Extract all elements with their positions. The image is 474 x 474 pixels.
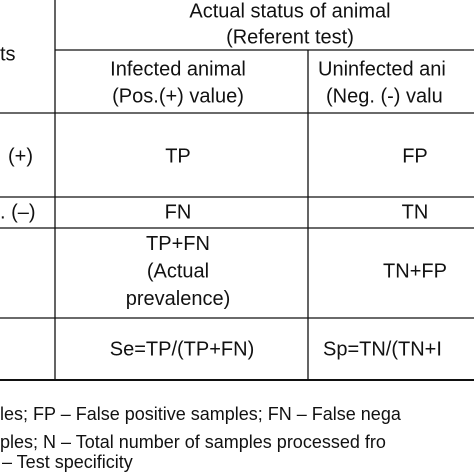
row-label-header: ts [0,43,16,65]
row-label: . (–) [0,201,36,223]
cell-text: TP [165,145,191,167]
cell-text: Sp=TN/(TN+I [323,338,442,360]
footnote: ples; N – Total number of samples proces… [0,432,386,452]
group-title: (Referent test) [226,26,354,48]
cell-text: TN [402,201,429,223]
cell-text: prevalence) [126,288,231,310]
column-header: (Neg. (-) valu [326,85,443,107]
cell-text: TN+FP [383,260,447,282]
column-header: Infected animal [110,58,246,80]
cell-text: (Actual [147,260,209,282]
cell-text: FP [402,145,428,167]
footnote: les; FP – False positive samples; FN – F… [0,404,402,424]
column-header: (Pos.(+) value) [112,85,244,107]
footnote: – Test specificity [2,452,133,472]
group-title: Actual status of animal [189,0,390,22]
column-header: Uninfected ani [318,58,446,80]
cell-text: TP+FN [146,233,210,255]
row-label: (+) [8,145,33,167]
cell-text: FN [165,201,192,223]
cell-text: Se=TP/(TP+FN) [110,338,254,360]
